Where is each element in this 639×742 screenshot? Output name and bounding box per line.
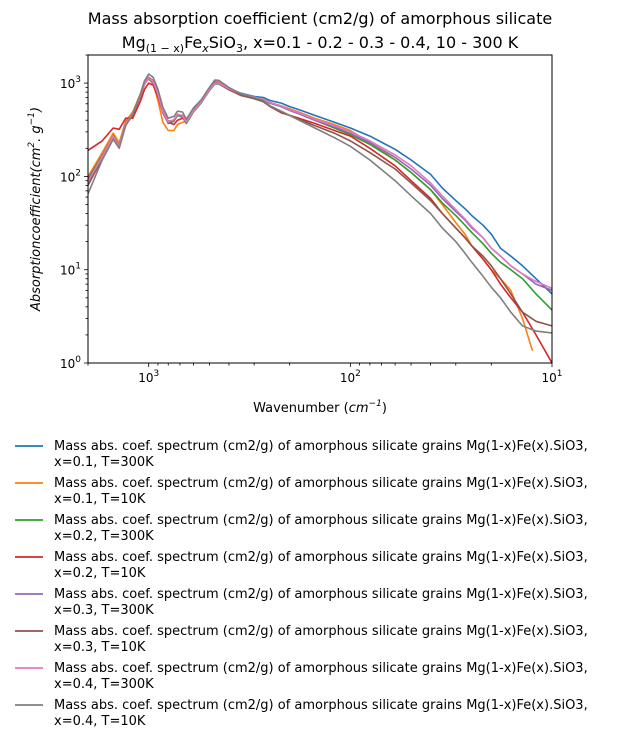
x-axis-label-exp: −1 (369, 399, 382, 409)
y-tick-label: 101 (60, 262, 81, 278)
legend-label-line2: x=0.4, T=300K (54, 677, 154, 692)
x-axis-label: Wavenumber (cm−1) (253, 399, 387, 416)
x-axis-label-text: Wavenumber ( (253, 401, 349, 416)
y-axis-ticks: 100 101 102 103 (60, 54, 88, 371)
legend-label-line1: Mass abs. coef. spectrum (cm2/g) of amor… (54, 661, 588, 676)
chart-title-line2: Mg(1 − x)FexSiO3, x=0.1 - 0.2 - 0.3 - 0.… (122, 33, 519, 55)
legend-label-line2: x=0.4, T=10K (54, 714, 146, 729)
legend-label-line1: Mass abs. coef. spectrum (cm2/g) of amor… (54, 698, 588, 713)
x-axis-ticks: 103 102 101 (87, 363, 563, 385)
y-axis-label-unit2: g (29, 125, 44, 133)
legend-item: Mass abs. coef. spectrum (cm2/g) of amor… (15, 476, 588, 507)
legend-label-line2: x=0.3, T=10K (54, 640, 146, 655)
legend-label-line2: x=0.2, T=300K (54, 529, 154, 544)
y-axis-label-unit1: cm (29, 148, 44, 168)
plot-area: 103 102 101 100 101 102 103 (60, 54, 563, 385)
x-axis-label-unit: cm (349, 401, 369, 416)
legend-item: Mass abs. coef. spectrum (cm2/g) of amor… (15, 550, 588, 581)
legend-item: Mass abs. coef. spectrum (cm2/g) of amor… (15, 439, 588, 470)
title-formula-mg: Mg (122, 33, 146, 52)
series-line-7 (88, 77, 552, 290)
legend-label-line2: x=0.1, T=10K (54, 492, 146, 507)
y-axis-label-dot: . (29, 134, 44, 142)
y-axis-label-text: Absorptioncoefficient( (29, 166, 44, 312)
legend-label-line1: Mass abs. coef. spectrum (cm2/g) of amor… (54, 624, 588, 639)
y-axis-label: Absorptioncoefficient(cm2. g−1) (27, 107, 44, 312)
legend-label-line1: Mass abs. coef. spectrum (cm2/g) of amor… (54, 513, 588, 528)
series-line-4 (88, 81, 552, 363)
series-line-2 (88, 78, 534, 352)
legend-item: Mass abs. coef. spectrum (cm2/g) of amor… (15, 587, 588, 618)
chart-title-line1: Mass absorption coefficient (cm2/g) of a… (88, 9, 552, 28)
series-line-8 (88, 73, 552, 334)
title-formula-sub2: x (201, 42, 209, 55)
legend-label-line1: Mass abs. coef. spectrum (cm2/g) of amor… (54, 550, 588, 565)
legend-item: Mass abs. coef. spectrum (cm2/g) of amor… (15, 513, 588, 544)
legend-label-line1: Mass abs. coef. spectrum (cm2/g) of amor… (54, 587, 588, 602)
legend-item: Mass abs. coef. spectrum (cm2/g) of amor… (15, 661, 588, 692)
y-axis-label-exp2: −1 (27, 112, 37, 125)
legend-item: Mass abs. coef. spectrum (cm2/g) of amor… (15, 698, 588, 729)
y-axis-label-exp1: 2 (27, 142, 37, 148)
legend-item: Mass abs. coef. spectrum (cm2/g) of amor… (15, 624, 588, 655)
legend-label-line1: Mass abs. coef. spectrum (cm2/g) of amor… (54, 476, 588, 491)
y-axis-label-close: ) (29, 107, 44, 113)
x-axis-label-close: ) (382, 401, 387, 416)
legend-label-line2: x=0.1, T=300K (54, 455, 154, 470)
series-line-6 (88, 76, 552, 327)
legend-label-line1: Mass abs. coef. spectrum (cm2/g) of amor… (54, 439, 588, 454)
x-tick-label: 101 (541, 369, 562, 385)
x-tick-label: 103 (138, 369, 159, 385)
legend-label-line2: x=0.2, T=10K (54, 566, 146, 581)
series-line-1 (88, 76, 552, 295)
title-formula-sio: SiO (209, 33, 236, 52)
title-formula-sub1: (1 − x) (146, 42, 184, 55)
y-tick-label: 100 (60, 355, 81, 371)
y-tick-label: 102 (60, 168, 81, 184)
y-tick-label: 103 (60, 75, 81, 91)
x-tick-label: 102 (340, 369, 361, 385)
series-layer (88, 73, 552, 363)
legend: Mass abs. coef. spectrum (cm2/g) of amor… (15, 439, 588, 729)
title-suffix: , x=0.1 - 0.2 - 0.3 - 0.4, 10 - 300 K (243, 33, 519, 52)
plot-frame (87, 54, 553, 364)
legend-label-line2: x=0.3, T=300K (54, 603, 154, 618)
title-formula-fe: Fe (184, 33, 202, 52)
title-formula-sub3: 3 (236, 42, 243, 55)
